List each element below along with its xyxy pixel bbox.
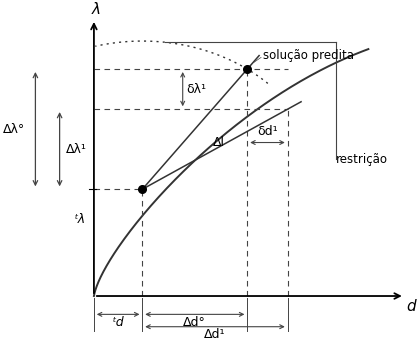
Text: Δl: Δl [213,136,225,149]
Text: solução predita: solução predita [264,49,354,62]
Text: Δλ¹: Δλ¹ [66,143,87,156]
Text: λ: λ [91,2,101,17]
Text: ᵗλ: ᵗλ [74,213,85,226]
Text: Δλ°: Δλ° [3,123,25,136]
Text: Δd°: Δd° [184,316,206,329]
Text: ᵗd: ᵗd [112,316,124,329]
Text: d: d [407,299,416,314]
Text: restrição: restrição [336,153,388,166]
Text: δλ¹: δλ¹ [187,83,207,96]
Text: δd¹: δd¹ [257,125,278,138]
Text: Δd¹: Δd¹ [204,328,226,342]
